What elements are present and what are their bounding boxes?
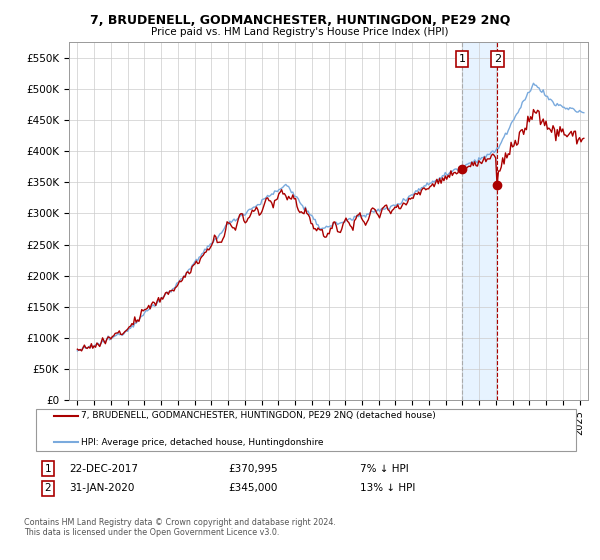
Text: 7, BRUDENELL, GODMANCHESTER, HUNTINGDON, PE29 2NQ: 7, BRUDENELL, GODMANCHESTER, HUNTINGDON,… xyxy=(90,14,510,27)
Bar xyxy=(462,42,497,400)
Text: Price paid vs. HM Land Registry's House Price Index (HPI): Price paid vs. HM Land Registry's House … xyxy=(151,27,449,37)
Text: HPI: Average price, detached house, Huntingdonshire: HPI: Average price, detached house, Hunt… xyxy=(81,438,323,447)
Text: 2: 2 xyxy=(44,483,52,493)
Text: 31-JAN-2020: 31-JAN-2020 xyxy=(69,483,134,493)
Text: 7, BRUDENELL, GODMANCHESTER, HUNTINGDON, PE29 2NQ (detached house): 7, BRUDENELL, GODMANCHESTER, HUNTINGDON,… xyxy=(81,411,436,420)
Text: 13% ↓ HPI: 13% ↓ HPI xyxy=(360,483,415,493)
Text: £345,000: £345,000 xyxy=(228,483,277,493)
Text: 1: 1 xyxy=(458,54,466,64)
Text: £370,995: £370,995 xyxy=(228,464,278,474)
Text: 7% ↓ HPI: 7% ↓ HPI xyxy=(360,464,409,474)
Text: 1: 1 xyxy=(44,464,52,474)
Text: 22-DEC-2017: 22-DEC-2017 xyxy=(69,464,138,474)
Text: Contains HM Land Registry data © Crown copyright and database right 2024.
This d: Contains HM Land Registry data © Crown c… xyxy=(24,518,336,538)
Text: 2: 2 xyxy=(494,54,501,64)
